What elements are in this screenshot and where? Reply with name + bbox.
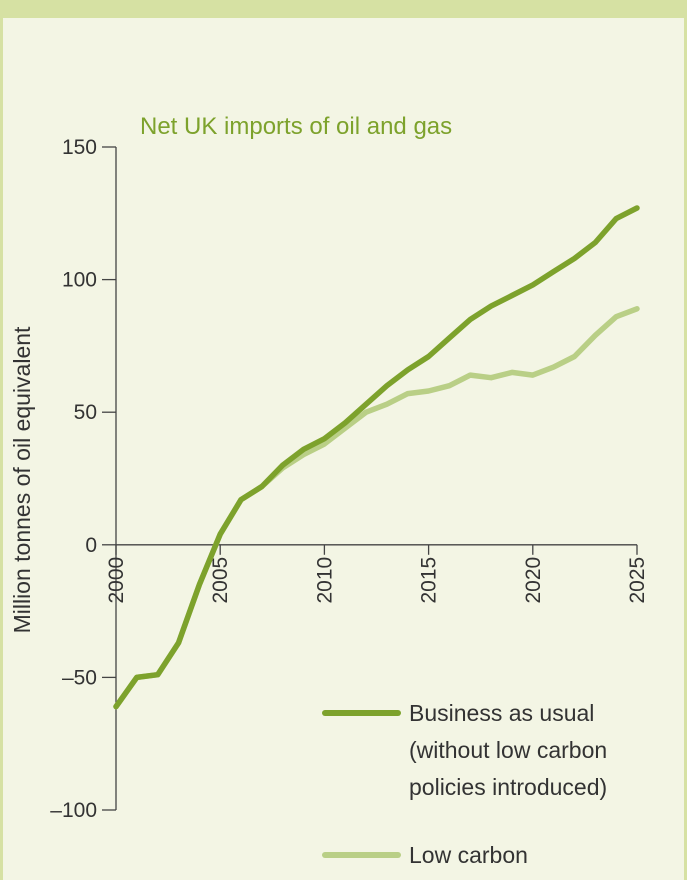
y-tick-label: –50 [62, 666, 97, 689]
y-tick-label: 150 [62, 136, 97, 159]
x-tick-label: 2005 [209, 557, 232, 604]
legend-label-business-as-usual: Business as usual [409, 700, 594, 726]
series-line-business-as-usual [113, 205, 640, 710]
x-tick-label: 2025 [626, 557, 649, 604]
y-axis-label: Million tonnes of oil equivalent [9, 326, 35, 633]
y-tick-label: –100 [50, 799, 97, 822]
y-tick-label: 100 [62, 269, 97, 292]
x-tick-label: 2000 [105, 557, 128, 604]
chart-title: Net UK imports of oil and gas [140, 113, 452, 140]
y-tick-label: 50 [74, 401, 97, 424]
series-line-low-carbon [113, 306, 640, 710]
x-tick-label: 2020 [522, 557, 545, 604]
legend-label-business-as-usual: (without low carbon [409, 737, 607, 763]
legend-label-low-carbon: Low carbon [409, 842, 528, 868]
x-tick-label: 2010 [313, 557, 336, 604]
legend-label-business-as-usual: policies introduced) [409, 774, 607, 800]
x-tick-label: 2015 [418, 557, 441, 604]
legend: Business as usual (without low carbon poli… [322, 700, 607, 868]
axes: 150 100 50 0 –50 –100 2000 2005 2010 2015 2020 2025 [50, 136, 649, 822]
y-tick-label: 0 [85, 534, 97, 557]
series-layer [113, 205, 640, 710]
